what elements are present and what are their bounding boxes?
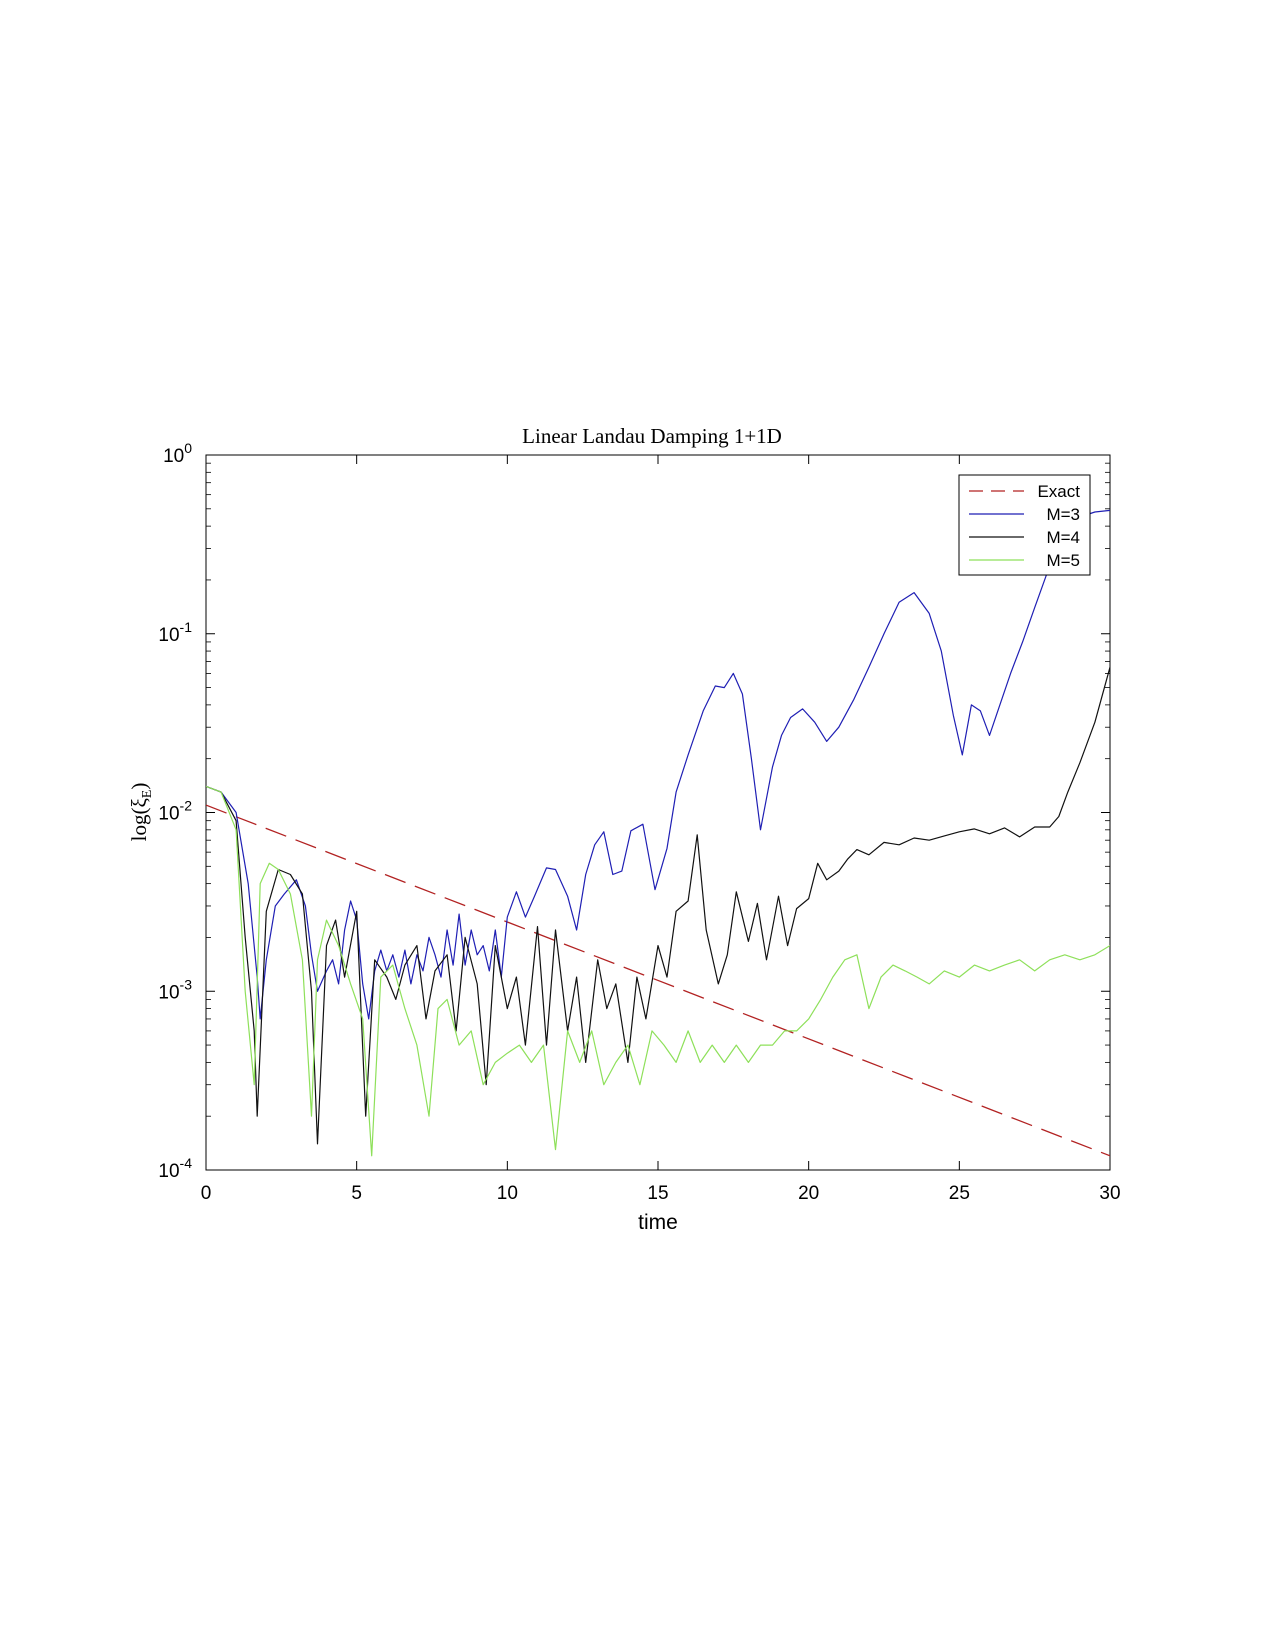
y-axis-label-close: )	[127, 783, 151, 790]
y-tick-label: 100	[163, 440, 192, 467]
series-line-m-4	[206, 667, 1110, 1145]
series-line-m-5	[206, 785, 1110, 1157]
series-line-exact	[206, 804, 1110, 1157]
y-tick-label: 10-4	[158, 1155, 192, 1182]
y-axis-label: log(ξE)	[127, 783, 155, 842]
x-tick-label: 0	[201, 1183, 212, 1204]
y-axis-label-sub: E	[140, 790, 155, 799]
y-tick-label: 10-3	[158, 976, 192, 1003]
legend-box	[958, 474, 1091, 576]
legend-entry-label: M=4	[1046, 528, 1080, 547]
x-axis-label: time	[638, 1211, 678, 1234]
y-tick-label: 10-1	[158, 619, 192, 646]
x-tick-label: 15	[647, 1183, 668, 1204]
series-layer	[206, 509, 1110, 1157]
x-tick-label: 25	[949, 1183, 970, 1204]
legend-entry-label: M=3	[1046, 505, 1080, 524]
legend-entry-label: M=5	[1046, 551, 1080, 570]
x-tick-label: 20	[798, 1183, 819, 1204]
y-tick-label: 10-2	[158, 798, 192, 825]
x-tick-label: 5	[351, 1183, 362, 1204]
legend: Exact M=3 M=4 M=5	[958, 474, 1091, 576]
y-axis-label-main: log(ξ	[127, 798, 151, 841]
x-tick-label: 30	[1099, 1183, 1120, 1204]
series-line-m-3	[206, 509, 1110, 1020]
chart-title: Linear Landau Damping 1+1D	[522, 424, 782, 448]
ticks-layer: 0 5 10 15 20 25 30 10-4 10-3 10-2 10-1 100	[158, 440, 1120, 1204]
x-tick-label: 10	[497, 1183, 518, 1204]
legend-entry-label: Exact	[1037, 482, 1080, 501]
